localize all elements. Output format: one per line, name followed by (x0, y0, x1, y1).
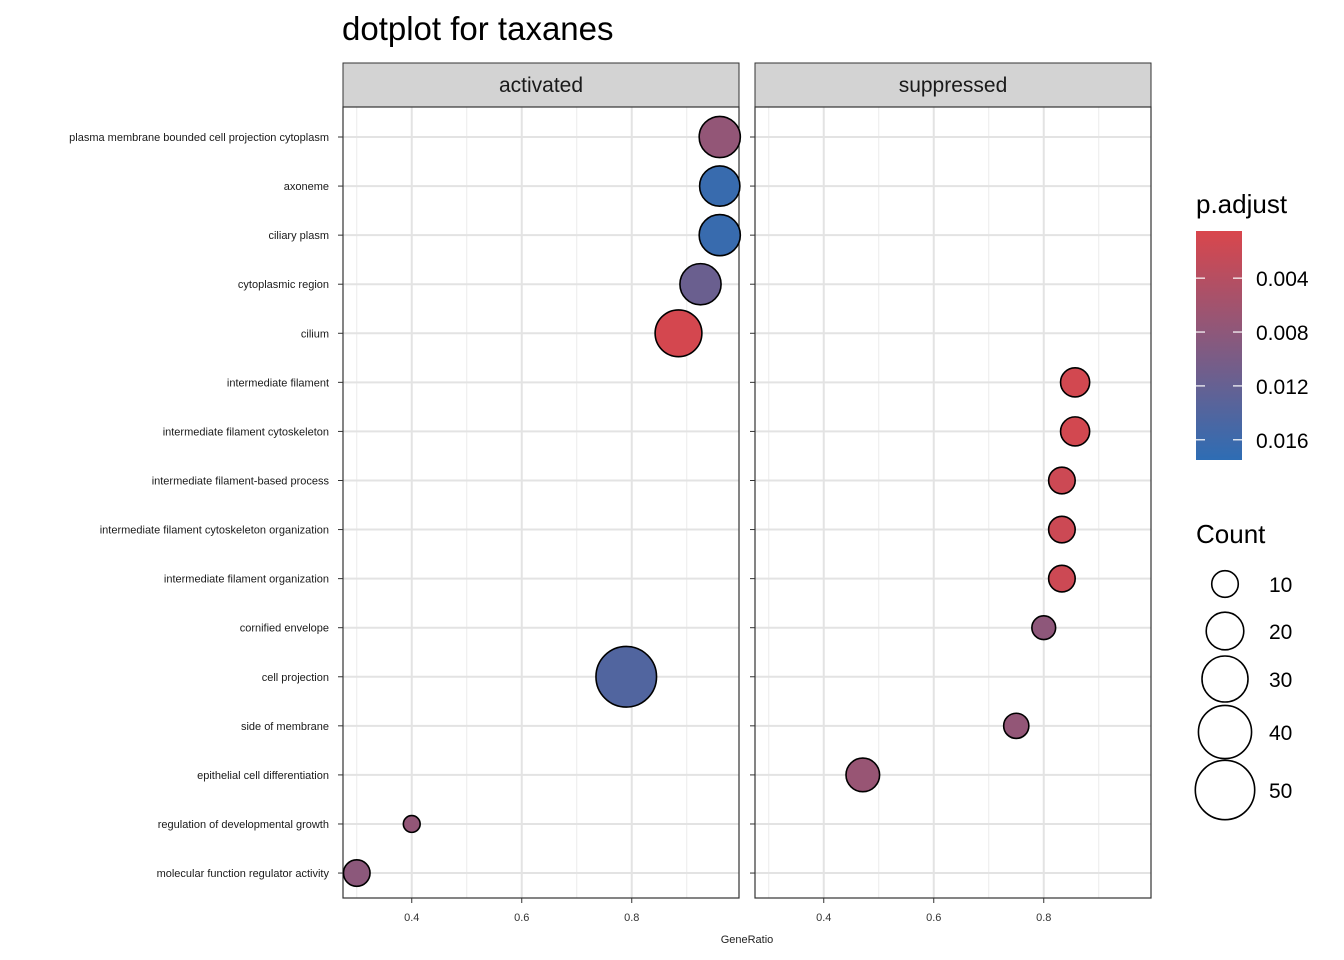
data-point (342, 858, 371, 888)
panel-background (755, 107, 1151, 898)
x-tick-label: 0.6 (514, 912, 529, 924)
panel-background (343, 107, 739, 898)
panel-border (342, 106, 740, 899)
x-axis-title: GeneRatio (721, 934, 774, 946)
y-tick-label: intermediate filament cytoskeleton (163, 426, 329, 438)
y-tick-label: intermediate filament (227, 377, 329, 389)
data-point (1031, 615, 1057, 641)
data-point (845, 757, 881, 793)
facet-strip-activated (342, 62, 740, 108)
x-tick-label: 0.6 (926, 912, 941, 924)
y-tick-label: side of membrane (241, 721, 329, 733)
size-legend-circle (1194, 759, 1256, 821)
y-tick-label: intermediate filament-based process (152, 475, 330, 487)
y-tick-label: molecular function regulator activity (157, 868, 330, 880)
y-tick-label: cilium (301, 328, 329, 340)
panel-activated: activated 0.4 0.6 0.8 (342, 62, 740, 924)
y-tick-label: intermediate filament cytoskeleton organ… (100, 525, 329, 537)
color-legend-label: 0.004 (1256, 268, 1309, 291)
x-tick-label: 0.8 (624, 912, 639, 924)
size-legend-label: 10 (1269, 574, 1292, 597)
size-legend-title: Count (1196, 519, 1266, 549)
x-tick-label: 0.4 (404, 912, 419, 924)
x-tick-label: 0.4 (816, 912, 831, 924)
data-point (1059, 416, 1091, 447)
facet-strip-label: activated (499, 74, 583, 97)
data-point (679, 262, 722, 306)
y-axis-labels: plasma membrane bounded cell projection … (69, 132, 755, 880)
size-legend-label: 20 (1269, 621, 1292, 644)
color-legend-label: 0.016 (1256, 430, 1309, 453)
data-point (1059, 367, 1091, 398)
y-tick-label: regulation of developmental growth (158, 819, 329, 831)
data-point (698, 165, 741, 208)
size-legend-circle (1197, 704, 1253, 760)
y-tick-label: cornified envelope (240, 623, 329, 635)
data-point (402, 814, 421, 834)
data-point (654, 309, 703, 358)
panels: activated 0.4 0.6 0.8 suppressed 0.4 0.6 0.8 (342, 62, 1152, 924)
size-legend-label: 30 (1269, 669, 1292, 692)
size-legend-circle (1210, 569, 1240, 599)
y-tick-label: cell projection (262, 672, 329, 684)
data-point (1047, 466, 1076, 495)
color-bar (1196, 231, 1242, 460)
x-tick-label: 0.8 (1036, 912, 1051, 924)
color-legend-label: 0.012 (1256, 376, 1309, 399)
data-point (595, 645, 658, 708)
data-point (1047, 564, 1076, 593)
color-legend-label: 0.008 (1256, 322, 1309, 345)
legends: p.adjust 0.004 0.008 0.012 0.016 Count 10 20 30 4… (1194, 189, 1309, 821)
y-tick-label: intermediate filament organization (164, 574, 329, 586)
size-legend-label: 40 (1269, 722, 1292, 745)
y-tick-label: ciliary plasm (268, 230, 329, 242)
panel-border (754, 106, 1152, 899)
facet-strip-label: suppressed (899, 74, 1008, 97)
data-point (1002, 712, 1030, 740)
data-point (698, 115, 742, 159)
panel-suppressed: suppressed 0.4 0.6 0.8 (754, 62, 1152, 924)
data-point (1047, 515, 1076, 544)
y-tick-label: axoneme (284, 181, 329, 193)
data-points (342, 115, 1091, 888)
size-legend-circle (1201, 655, 1249, 703)
y-tick-label: plasma membrane bounded cell projection … (69, 132, 329, 144)
color-legend-title: p.adjust (1196, 189, 1288, 219)
chart-title: dotplot for taxanes (342, 10, 614, 47)
size-legend-label: 50 (1269, 780, 1292, 803)
y-tick-label: cytoplasmic region (238, 279, 329, 291)
data-point (698, 213, 742, 257)
y-tick-label: epithelial cell differentiation (197, 770, 329, 782)
size-legend-circle (1205, 611, 1245, 651)
